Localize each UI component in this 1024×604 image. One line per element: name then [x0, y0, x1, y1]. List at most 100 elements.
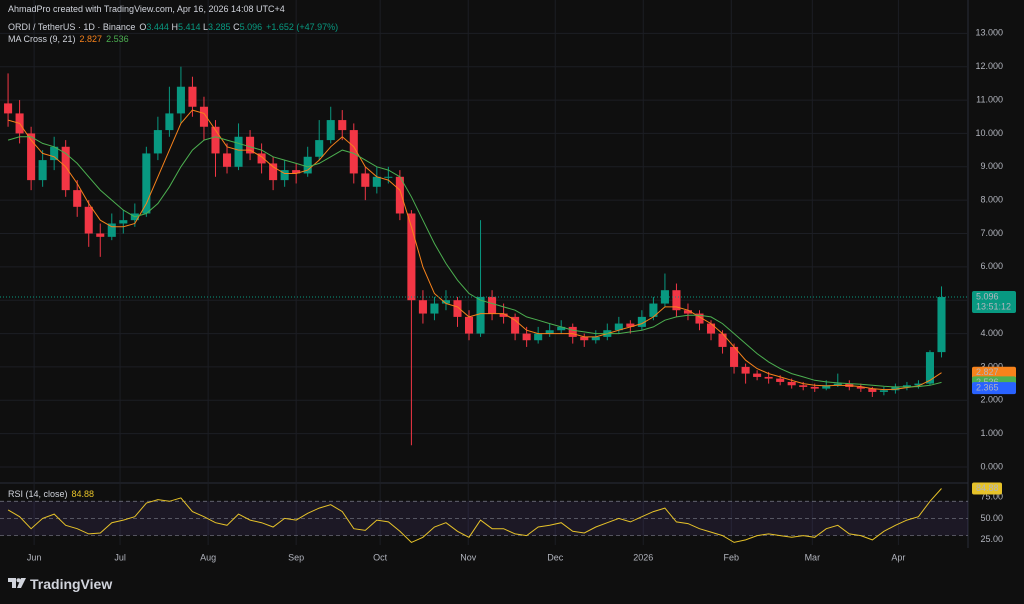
candle-body: [902, 385, 911, 387]
candle-body: [4, 103, 13, 114]
ma-slow-label: 2.536: [976, 377, 999, 387]
ohlc: O3.444 H5.414 L3.285 C5.096: [139, 22, 262, 32]
candle-body: [557, 326, 566, 331]
ma-line: [7, 109, 942, 391]
candle-body: [61, 146, 70, 191]
candle-body: [430, 303, 439, 314]
x-tick-label: Feb: [724, 552, 740, 562]
y-tick-label: 11.000: [976, 94, 1003, 104]
ma-fast-value: 2.827: [79, 34, 103, 44]
candle-body: [488, 296, 497, 314]
ohlc-label: C: [233, 22, 240, 32]
candle-body: [153, 130, 162, 154]
ma-name: MA Cross (9, 21): [8, 34, 76, 44]
candle-body: [292, 170, 301, 174]
rsi-legend: RSI (14, close) 84.88: [8, 489, 94, 499]
y-tick-label: 4.000: [980, 328, 1003, 338]
candle-body: [199, 106, 209, 127]
x-tick-label: Oct: [373, 552, 388, 562]
low: 3.285: [208, 22, 231, 32]
candle-body: [119, 220, 128, 224]
y-tick-label: 10.000: [975, 128, 1003, 138]
candle-body: [303, 156, 312, 174]
candle-body: [706, 323, 716, 334]
candle-body: [580, 336, 589, 341]
candle-body: [361, 173, 370, 187]
candle-body: [142, 153, 151, 214]
candle-body: [315, 140, 324, 157]
rsi-badge-label: 84.88: [976, 483, 999, 493]
candle-body: [730, 346, 739, 367]
candle-body: [660, 290, 669, 304]
candle-body: [499, 313, 508, 317]
candle-body: [591, 336, 600, 341]
last-price-badge: [972, 291, 1016, 314]
candle-body: [384, 176, 393, 178]
ohlc-label: O: [139, 22, 147, 32]
candle-body: [822, 385, 831, 389]
candle-body: [107, 223, 116, 237]
timer-label: 13:51:12: [976, 301, 1011, 311]
candle-body: [626, 323, 635, 327]
candle-body: [937, 297, 946, 353]
candle-body: [868, 388, 877, 392]
candle-body: [534, 333, 543, 341]
x-tick-label: 2026: [633, 552, 653, 562]
last-price-label: 5.096: [976, 291, 999, 301]
y-tick-label: 13.000: [975, 28, 1003, 38]
ma-fast-badge: [972, 366, 1016, 379]
candle-body: [176, 86, 185, 114]
cross-label: 2.365: [976, 382, 999, 392]
candle-body: [741, 366, 750, 374]
candle-body: [269, 163, 278, 181]
candle-body: [799, 385, 808, 387]
ma-legend: MA Cross (9, 21) 2.827 2.536: [8, 34, 129, 44]
y-tick-label: 6.000: [980, 261, 1003, 271]
candle-body: [326, 120, 335, 141]
y-tick-label: 9.000: [980, 161, 1003, 171]
y-tick-label: 3.000: [980, 361, 1003, 371]
close: 5.096: [239, 22, 263, 32]
rsi-name: RSI (14, close): [8, 489, 68, 499]
y-tick-label: 12.000: [975, 61, 1003, 71]
candle-body: [753, 373, 762, 377]
candle-body: [246, 136, 255, 154]
candle-body: [338, 120, 347, 131]
ma-slow-value: 2.536: [106, 34, 129, 44]
ohlc-label: H: [171, 22, 178, 32]
rsi-tick-label: 75.00: [980, 491, 1003, 501]
candle-body: [511, 316, 520, 334]
candle-body: [914, 383, 923, 386]
candle-body: [280, 170, 289, 181]
candle-body: [27, 133, 36, 181]
x-tick-label: Jun: [27, 552, 42, 562]
candle-body: [453, 300, 462, 317]
candle-body: [764, 376, 773, 379]
candle-body: [222, 153, 232, 167]
candle-body: [810, 386, 819, 389]
candle-body: [441, 300, 451, 304]
x-tick-label: Mar: [805, 552, 821, 562]
candle-body: [73, 190, 82, 207]
candle-body: [407, 213, 416, 301]
candle-body: [545, 330, 554, 334]
candle-body: [522, 333, 531, 341]
brand: TradingView: [30, 576, 113, 592]
y-tick-label: 0.000: [980, 461, 1003, 471]
candle-body: [925, 352, 935, 384]
credit: AhmadPro created with TradingView.com, A…: [8, 4, 285, 14]
y-tick-label: 8.000: [980, 195, 1003, 205]
candle-body: [833, 383, 842, 386]
rsi-tick-label: 25.00: [980, 534, 1003, 544]
candle-body: [38, 160, 47, 181]
change: +1.652 (+47.97%): [266, 22, 339, 32]
y-tick-label: 1.000: [980, 428, 1003, 438]
candle-body: [234, 136, 243, 167]
candle-body: [395, 176, 404, 214]
candle-body: [856, 386, 865, 389]
candle-body: [614, 323, 623, 331]
candle-body: [476, 296, 485, 334]
rsi-badge: [972, 482, 1002, 495]
